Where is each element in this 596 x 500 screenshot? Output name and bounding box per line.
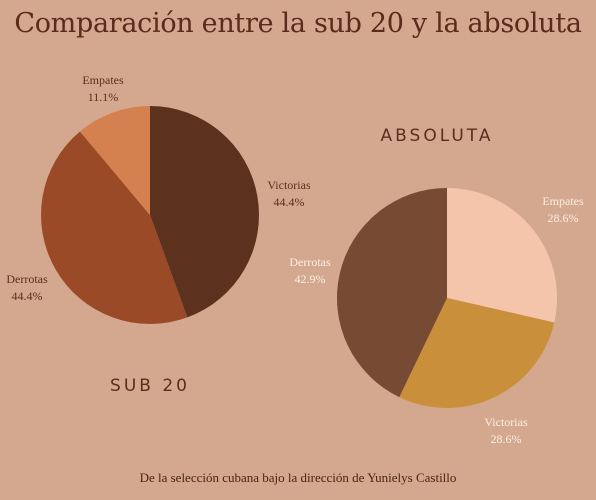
slice-value-absoluta-empates: 28.6% [548, 211, 579, 225]
chart-title-absoluta: ABSOLUTA [381, 126, 494, 146]
pie-slice-absoluta-empates [447, 188, 557, 323]
slice-value-absoluta-victorias: 28.6% [491, 432, 522, 446]
pie-chart-sub20 [40, 106, 260, 325]
page-title: Comparación entre la sub 20 y la absolut… [14, 8, 582, 39]
slice-value-sub20-derrotas: 44.4% [12, 289, 43, 303]
pie-slice-absoluta-derrotas [336, 188, 447, 398]
slice-label-absoluta-empates: Empates [542, 194, 584, 208]
slice-label-sub20-victorias: Victorias [267, 178, 311, 192]
slice-label-absoluta-victorias: Victorias [484, 415, 528, 429]
slice-value-absoluta-derrotas: 42.9% [295, 272, 326, 286]
pie-chart-absoluta [336, 188, 557, 409]
slice-label-sub20-derrotas: Derrotas [6, 272, 48, 286]
slice-label-absoluta-derrotas: Derrotas [289, 255, 331, 269]
pie-slice-absoluta-victorias [399, 298, 555, 409]
pie-slice-sub20-victorias [150, 106, 260, 318]
pie-slice-sub20-derrotas [40, 131, 188, 325]
slice-label-sub20-empates: Empates [82, 73, 124, 87]
footer-caption: De la selección cubana bajo la dirección… [139, 470, 457, 485]
slice-value-sub20-empates: 11.1% [88, 90, 119, 104]
chart-title-sub20: SUB 20 [110, 376, 190, 396]
slice-value-sub20-victorias: 44.4% [274, 195, 305, 209]
pie-slice-sub20-empates [79, 106, 150, 215]
